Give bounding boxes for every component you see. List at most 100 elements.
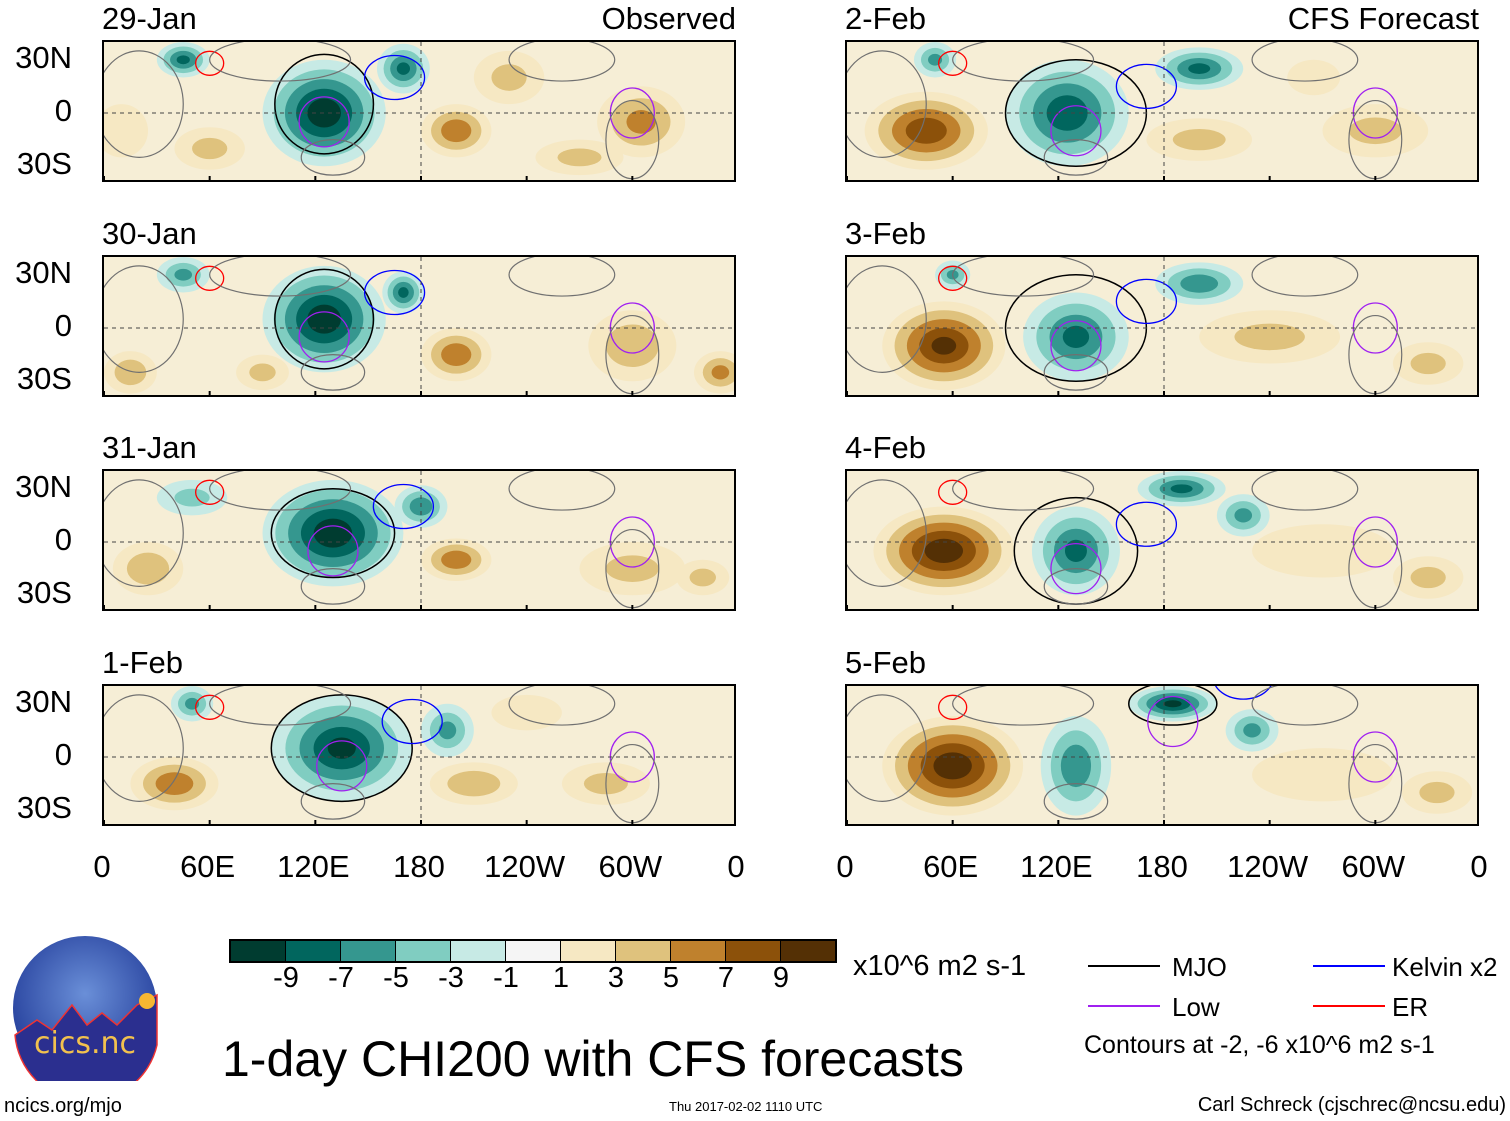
coastline (104, 694, 184, 802)
lat-tick-label: 0 (54, 522, 72, 557)
colorbar-swatch (726, 941, 781, 961)
positive-anomaly (155, 772, 194, 796)
negative-anomaly (398, 287, 409, 298)
negative-anomaly (1064, 539, 1087, 562)
lon-tick-label: 120E (277, 849, 350, 884)
low-contour (1050, 105, 1102, 157)
positive-anomaly (1419, 781, 1455, 804)
negative-anomaly (307, 98, 341, 128)
map-panel (845, 40, 1479, 182)
colorbar-label: 5 (662, 962, 680, 994)
colorbar-swatch (341, 941, 396, 961)
negative-anomaly (1234, 508, 1253, 523)
legend-lines (1088, 965, 1385, 1007)
coastline (209, 686, 352, 726)
positive-anomaly (192, 137, 228, 160)
panel-date: 3-Feb (845, 216, 926, 251)
negative-anomaly (1164, 700, 1182, 708)
low-contour (1147, 695, 1199, 748)
legend-kelvin: Kelvin x2 (1392, 952, 1498, 982)
lat-tick-label: 30S (16, 146, 72, 181)
kelvin-contour (1115, 501, 1178, 547)
coastline (952, 686, 1095, 726)
panel-source: CFS Forecast (1287, 1, 1479, 36)
coastline (104, 479, 184, 587)
low-contour (1050, 542, 1102, 595)
er-contour (195, 479, 225, 505)
panel-date: 1-Feb (102, 645, 183, 680)
positive-anomaly (605, 324, 659, 368)
negative-anomaly (1060, 744, 1092, 788)
map-panel (845, 469, 1479, 611)
positive-anomaly (441, 550, 472, 569)
coastline (1043, 568, 1109, 605)
positive-anomaly (126, 552, 170, 585)
lon-tick-label: 120W (484, 849, 566, 884)
colorbar-label: -1 (493, 962, 519, 994)
positive-anomaly (711, 365, 730, 380)
coastline (300, 568, 366, 605)
positive-anomaly (441, 119, 472, 143)
lat-tick-label: 30S (16, 790, 72, 825)
map-panel (845, 684, 1479, 826)
coastline (209, 471, 352, 511)
panel-date: 30-Jan (102, 216, 197, 251)
legend-low: Low (1172, 992, 1220, 1022)
colorbar-swatch (561, 941, 616, 961)
colorbar-label: -5 (383, 962, 409, 994)
er-contour (195, 694, 225, 720)
coastline (847, 694, 927, 802)
legend-er: ER (1392, 992, 1429, 1022)
contour-note: Contours at -2, -6 x10^6 m2 s-1 (1084, 1031, 1435, 1059)
positive-anomaly (1348, 117, 1402, 145)
negative-anomaly (313, 518, 353, 548)
map-panel (102, 40, 736, 182)
positive-anomaly (933, 752, 972, 780)
low-contour (298, 311, 350, 363)
lon-tick-label: 0 (836, 849, 854, 884)
lon-tick-label: 0 (93, 849, 111, 884)
er-contour (195, 50, 225, 76)
lon-tick-label: 60W (598, 849, 663, 884)
mjo-contour (1128, 686, 1218, 726)
colorbar-label: 9 (772, 962, 790, 994)
cics-logo: cics.nc (12, 935, 158, 1102)
positive-anomaly (1287, 59, 1341, 96)
timestamp: Thu 2017-02-02 1110 UTC (669, 1099, 823, 1114)
positive-anomaly (605, 555, 659, 582)
lon-tick-label: 180 (1136, 849, 1188, 884)
positive-anomaly (1234, 323, 1305, 351)
lat-tick-label: 30N (15, 255, 72, 290)
coastline (300, 139, 366, 176)
er-contour (195, 265, 225, 291)
lon-tick-label: 60E (180, 849, 236, 884)
coastline (1251, 42, 1359, 82)
kelvin-contour (381, 698, 443, 745)
negative-anomaly (185, 697, 200, 710)
positive-anomaly (689, 568, 716, 587)
site-url[interactable]: ncics.org/mjo (4, 1095, 122, 1117)
negative-anomaly (1170, 484, 1193, 494)
panel-date: 4-Feb (845, 430, 926, 465)
kelvin-contour (363, 269, 426, 316)
mjo-contour (274, 53, 375, 155)
coastline (508, 42, 616, 82)
coastline (847, 50, 927, 158)
positive-anomaly (114, 359, 147, 386)
kelvin-contour (1115, 63, 1178, 110)
negative-anomaly (438, 721, 457, 740)
coastline (1043, 354, 1109, 391)
figure-title: 1-day CHI200 with CFS forecasts (222, 1031, 964, 1087)
colorbar-swatch (396, 941, 451, 961)
coastline (209, 257, 352, 297)
colorbar (229, 939, 837, 963)
map-panel (102, 469, 736, 611)
low-contour (307, 525, 359, 577)
negative-anomaly (307, 304, 341, 334)
coastline (104, 265, 184, 373)
colorbar-label: -7 (328, 962, 354, 994)
kelvin-contour (1115, 278, 1178, 325)
positive-anomaly (1172, 128, 1226, 151)
er-contour (938, 265, 968, 291)
positive-anomaly (557, 148, 602, 167)
